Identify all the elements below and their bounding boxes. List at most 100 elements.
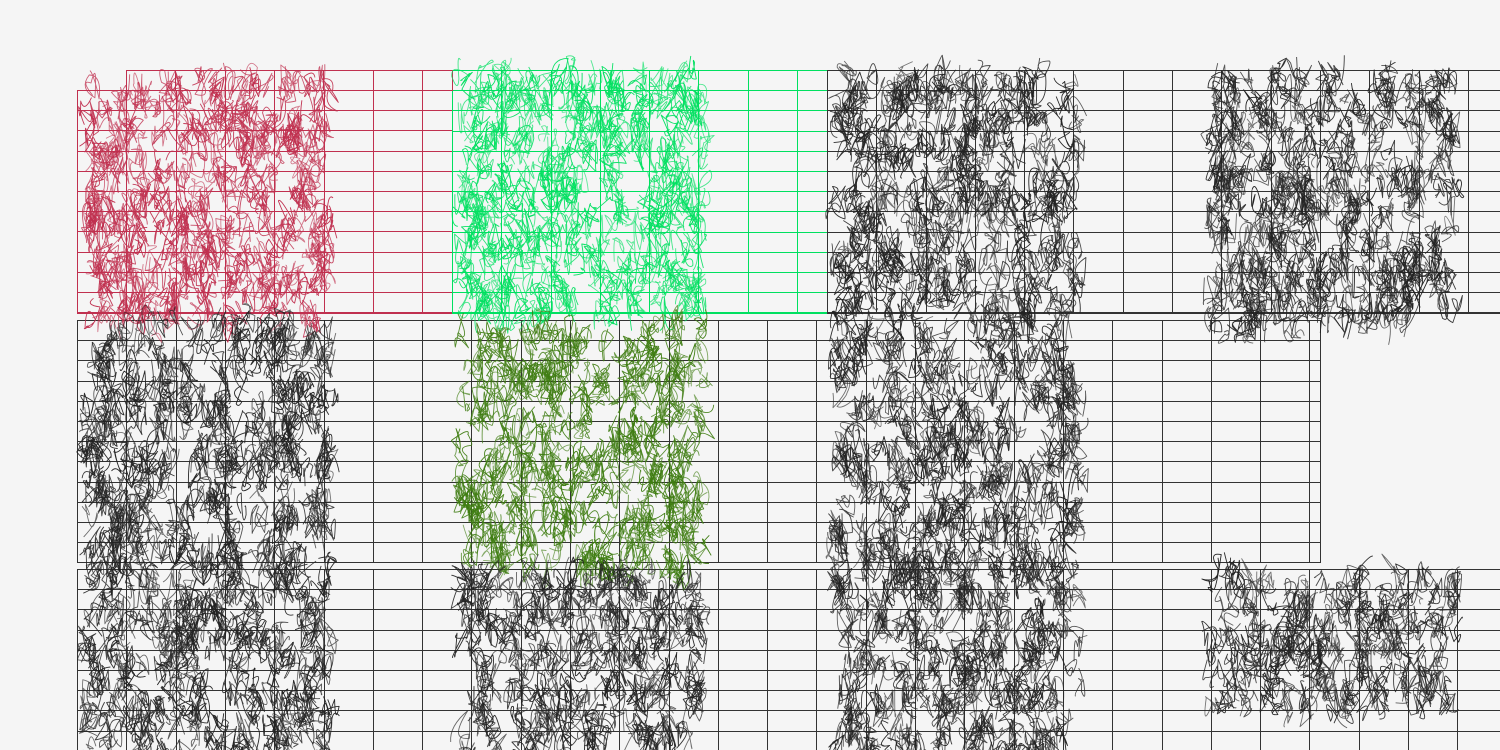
scribble-stroke: [1377, 254, 1392, 281]
scribble-stroke: [135, 222, 150, 246]
scribble-stroke: [676, 192, 691, 213]
scribble-stroke: [323, 440, 340, 473]
scribble-stroke: [163, 291, 182, 325]
scribble-stroke: [921, 615, 936, 650]
scribble-stroke: [910, 302, 923, 328]
scribble-stroke: [236, 492, 247, 521]
scribble-stroke: [1297, 64, 1312, 98]
scribble-stroke: [459, 733, 470, 750]
scribble-stroke: [1000, 187, 1018, 219]
scribble-stroke: [105, 223, 122, 253]
scribble-stroke: [306, 629, 325, 653]
scribble-stroke: [296, 159, 314, 195]
scribble-stroke: [544, 387, 562, 423]
scribble-stroke: [575, 94, 586, 129]
scribble-stroke: [939, 317, 960, 340]
scribble-stroke: [1314, 252, 1328, 288]
scribble-stroke: [135, 131, 148, 150]
scribble-stroke: [694, 680, 707, 705]
scribble-stroke: [652, 619, 668, 639]
scribble-stroke: [1390, 303, 1404, 321]
scribble-stroke: [315, 238, 334, 264]
scribble-stroke: [617, 378, 637, 414]
scribble-stroke: [246, 683, 265, 712]
scribble-stroke: [919, 571, 937, 609]
scribble-stroke: [693, 233, 707, 269]
scribble-stroke: [91, 158, 109, 196]
scribble-stroke: [296, 657, 313, 696]
scribble-stroke: [507, 220, 520, 242]
scribble-stroke: [867, 744, 881, 750]
scribble-stroke: [526, 225, 541, 258]
scribble-stroke: [1030, 461, 1044, 479]
scribble-stroke: [537, 125, 550, 142]
scribble-stroke: [999, 491, 1018, 525]
scribble-stroke: [576, 633, 593, 663]
scribble-stroke: [163, 738, 181, 750]
scribble-stroke: [536, 351, 555, 383]
scribble-stroke: [1049, 562, 1062, 585]
scribble-stroke: [1229, 115, 1248, 152]
scribble-stroke: [1034, 598, 1045, 617]
scribble-stroke: [995, 740, 1008, 750]
scribble-stroke: [1037, 481, 1053, 517]
scribble-stroke: [546, 128, 566, 162]
scribble-stroke: [1424, 261, 1442, 298]
scribble-stroke: [106, 195, 121, 237]
scribble-stroke: [235, 212, 255, 242]
scribble-stroke: [204, 634, 212, 661]
scribble-stroke: [1208, 306, 1223, 333]
scribble-stroke: [461, 176, 476, 213]
scribble-stroke: [609, 144, 627, 169]
scribble-stroke: [550, 254, 562, 287]
scribble-stroke: [1270, 273, 1290, 312]
scribble-stroke: [648, 710, 665, 738]
scribble-stroke: [594, 363, 611, 396]
scribble-stroke: [215, 446, 229, 479]
scribble-stroke: [689, 592, 704, 628]
scribble-stroke: [450, 576, 468, 609]
scribble-stroke: [1008, 545, 1018, 567]
scribble-stroke: [1414, 269, 1434, 302]
scribble-stroke: [530, 410, 547, 450]
scribble-stroke: [190, 442, 208, 476]
scribble-stroke: [562, 337, 579, 358]
scribble-stroke: [1353, 572, 1371, 602]
scribble-stroke: [1310, 182, 1328, 202]
scribble-stroke: [324, 196, 334, 225]
scribble-stroke: [514, 653, 527, 680]
scribble-stroke: [1037, 190, 1056, 215]
scribble-stroke: [936, 712, 952, 741]
scribble-stroke: [300, 96, 316, 123]
scribble-stroke: [1301, 589, 1317, 614]
scribble-stroke: [148, 458, 167, 490]
scribble-stroke: [691, 293, 705, 320]
scribble-stroke: [682, 696, 700, 712]
scribble-stroke: [867, 638, 887, 676]
scribble-stroke: [114, 116, 135, 154]
scribble-stroke: [552, 260, 564, 294]
scribble-stroke: [583, 710, 600, 746]
scribble-stroke: [461, 386, 471, 412]
scribble-stroke: [313, 330, 324, 368]
scribble-stroke: [228, 639, 244, 670]
scribble-stroke: [290, 543, 308, 584]
scribble-stroke: [1015, 691, 1034, 716]
scribble-stroke: [161, 633, 181, 672]
scribble-stroke: [588, 633, 604, 656]
scribble-stroke: [121, 206, 140, 244]
scribble-stroke: [965, 530, 984, 556]
scribble-stroke: [239, 587, 258, 618]
scribble-stroke: [995, 564, 1010, 579]
scribble-stroke: [978, 245, 988, 275]
scribble-stroke: [210, 393, 231, 433]
scribble-stroke: [122, 657, 136, 691]
scribble-stroke: [1360, 187, 1377, 217]
scribble-stroke: [908, 593, 924, 627]
scribble-stroke: [595, 236, 610, 259]
scribble-stroke: [489, 643, 508, 664]
scribble-stroke: [687, 361, 703, 387]
scribble-stroke: [87, 545, 106, 575]
scribble-stroke: [1310, 95, 1330, 126]
scribble-stroke: [534, 559, 549, 595]
